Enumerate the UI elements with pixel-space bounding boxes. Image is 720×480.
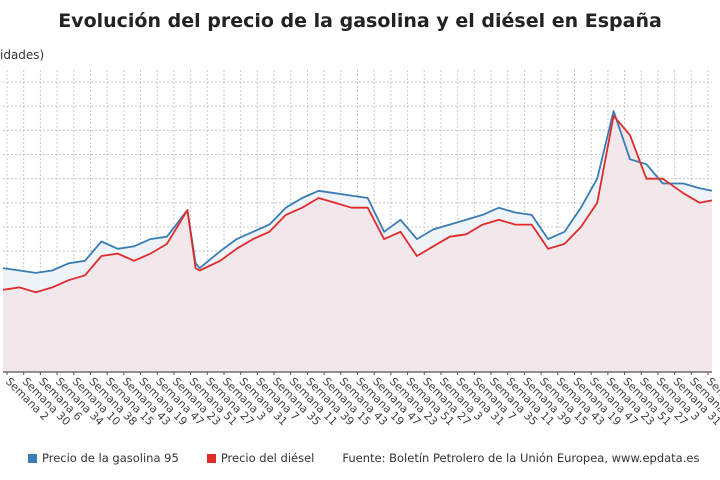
lines xyxy=(2,110,713,294)
chart-title: Evolución del precio de la gasolina y el… xyxy=(58,10,662,32)
source-note: Fuente: Boletín Petrolero de la Unión Eu… xyxy=(342,451,700,465)
legend-label: Precio de la gasolina 95 xyxy=(42,451,179,465)
legend-label: Precio del diésel xyxy=(220,451,315,465)
y-axis-label: idades) xyxy=(0,48,45,62)
legend-swatch-diesel xyxy=(206,453,216,463)
series-line-diesel xyxy=(2,114,713,294)
legend-swatch-gasoline xyxy=(28,453,37,463)
legend-item-diesel: Precio del diésel xyxy=(206,451,315,465)
areas xyxy=(3,111,712,373)
series-line-gasoline xyxy=(2,110,713,274)
legend-item-gasoline: Precio de la gasolina 95 xyxy=(28,451,179,465)
series-area xyxy=(3,115,712,373)
legend: Precio de la gasolina 95 Precio del diés… xyxy=(28,451,699,465)
